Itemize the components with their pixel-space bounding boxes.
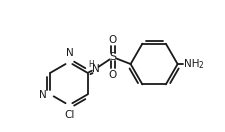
- Text: N: N: [66, 48, 74, 58]
- Text: O: O: [108, 70, 117, 80]
- Text: N: N: [38, 90, 46, 100]
- Text: 2: 2: [197, 62, 202, 70]
- Text: Cl: Cl: [64, 110, 75, 120]
- Text: S: S: [109, 52, 116, 62]
- Text: NH: NH: [183, 59, 198, 69]
- Text: N: N: [91, 64, 99, 74]
- Text: O: O: [108, 35, 117, 45]
- Text: H: H: [88, 60, 94, 69]
